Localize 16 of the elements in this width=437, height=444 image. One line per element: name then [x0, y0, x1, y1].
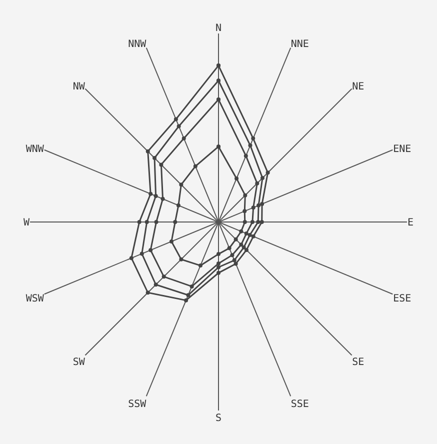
spoke-label: SE	[352, 357, 364, 368]
spoke-label: NW	[72, 81, 86, 92]
spoke-label: N	[215, 23, 222, 34]
spoke-label: SSE	[290, 399, 309, 410]
spoke-label: W	[23, 218, 30, 228]
spoke-label: NNE	[290, 38, 309, 50]
spoke-label: NE	[352, 81, 364, 92]
spoke-label: WNW	[26, 144, 45, 156]
spoke-label: NNW	[128, 38, 148, 50]
spoke-label: S	[215, 413, 222, 424]
spoke-label: WSW	[26, 293, 45, 304]
spoke-label: SW	[72, 357, 86, 368]
spoke-label: E	[408, 218, 414, 228]
spoke-label: SSW	[128, 399, 148, 410]
spoke-label: ESE	[393, 293, 412, 304]
spoke-label: ENE	[393, 144, 412, 156]
